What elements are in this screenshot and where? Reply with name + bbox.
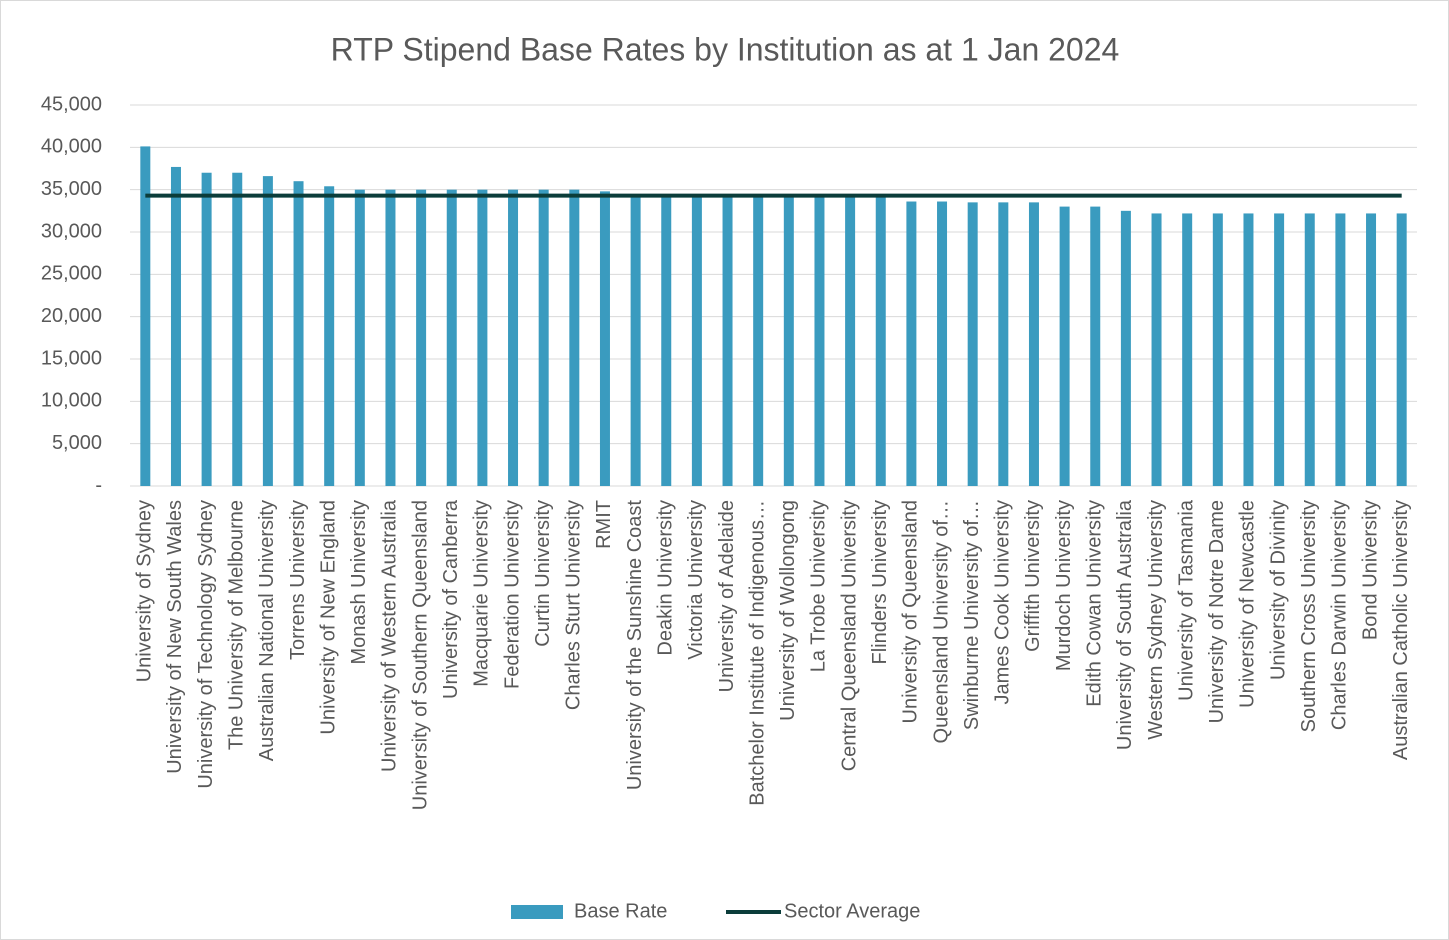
x-tick-label: Queensland University of… [930,500,952,743]
bar [140,146,151,486]
bar [691,194,702,486]
x-tick-label: Australian National University [256,500,278,761]
x-tick-label: Batchelor Institute of Indigenous… [746,500,768,806]
x-tick-label: Western Sydney University [1145,500,1167,740]
x-tick-label: University of Newcastle [1237,500,1259,708]
x-tick-label: The University of Melbourne [226,500,248,750]
y-tick-label: 15,000 [41,347,102,369]
y-tick-label: 10,000 [41,390,102,412]
x-tick-label: James Cook University [992,500,1014,705]
bar [508,189,519,486]
x-tick-label: University of Sydney [134,500,156,682]
bar [1182,213,1193,486]
bar [170,166,181,486]
y-tick-label: - [95,474,102,496]
y-tick-label: 35,000 [41,178,102,200]
x-tick-label: Torrens University [287,500,309,660]
bar [1212,213,1223,486]
x-tick-label: Monash University [348,500,370,665]
bar [937,201,948,486]
bar [1028,202,1039,486]
x-tick-label: Charles Darwin University [1329,500,1351,730]
x-tick-label: Southern Cross University [1298,500,1320,732]
x-tick-label: University of Notre Dame [1206,500,1228,723]
x-tick-label: Swinburne University of… [961,500,983,730]
x-tick-label: University of Southern Queensland [409,500,431,810]
bar [1059,206,1070,486]
bar [538,189,549,486]
x-tick-label: Federation University [501,500,523,689]
x-tick-label: RMIT [593,500,615,549]
legend-label: Sector Average [784,900,920,922]
x-tick-label: Flinders University [869,500,891,664]
x-tick-label: University of South Australia [1114,499,1136,750]
x-tick-label: University of Western Australia [379,499,401,772]
x-tick-label: University of Canberra [440,499,462,699]
x-tick-label: University of Adelaide [716,500,738,692]
bar [722,194,733,486]
y-tick-label: 45,000 [41,93,102,115]
x-tick-label: Curtin University [532,500,554,647]
legend-swatch [511,905,563,919]
bar [446,189,457,486]
chart-title: RTP Stipend Base Rates by Institution as… [331,31,1120,67]
x-tick-label: Charles Sturt University [563,500,585,710]
x-tick-label: Macquarie University [471,500,493,687]
x-tick-label: University of Divinity [1267,500,1289,680]
x-tick-label: University of Tasmania [1175,499,1197,701]
bar [293,181,304,486]
bar [416,189,427,486]
bar [630,194,641,486]
x-tick-label: University of New South Wales [164,500,186,774]
bar [1335,213,1346,486]
x-tick-label: Murdoch University [1053,500,1075,671]
x-tick-label: La Trobe University [808,500,830,672]
bar [906,201,917,486]
bar [262,176,273,486]
bar [324,186,335,486]
x-tick-label: University of Wollongong [777,500,799,721]
x-tick-label: University of New England [317,500,339,735]
bar [875,194,886,486]
legend-label: Base Rate [574,900,667,922]
y-tick-label: 30,000 [41,220,102,242]
bar [385,189,396,486]
bar [569,189,580,486]
x-tick-label: University of Queensland [900,500,922,723]
bar [1304,213,1315,486]
bar [1120,210,1131,487]
x-tick-label: Deakin University [655,500,677,656]
x-tick-label: Griffith University [1022,500,1044,652]
bar [354,189,365,486]
y-tick-label: 40,000 [41,136,102,158]
bar [998,202,1009,486]
y-tick-label: 5,000 [52,432,102,454]
bar [1243,213,1254,486]
bar [1151,213,1162,486]
bar [477,189,488,486]
bar [1366,213,1377,486]
bar [1090,206,1101,486]
bar [967,202,978,486]
bar [1396,213,1407,486]
y-tick-label: 25,000 [41,263,102,285]
x-tick-label: Central Queensland University [838,500,860,771]
bar [814,194,825,486]
bar [599,191,610,487]
bar [845,194,856,486]
x-tick-label: University of the Sunshine Coast [624,500,646,791]
y-tick-label: 20,000 [41,305,102,327]
x-tick-label: University of Technology Sydney [195,500,217,789]
x-tick-label: Australian Catholic University [1390,500,1412,760]
bar [783,194,794,486]
x-tick-label: Victoria University [685,500,707,660]
x-tick-label: Edith Cowan University [1084,500,1106,707]
bar [753,194,764,486]
bar [232,172,243,486]
bar [1274,213,1285,486]
x-tick-label: Bond University [1359,500,1381,640]
bar [201,172,212,486]
bar [661,194,672,486]
